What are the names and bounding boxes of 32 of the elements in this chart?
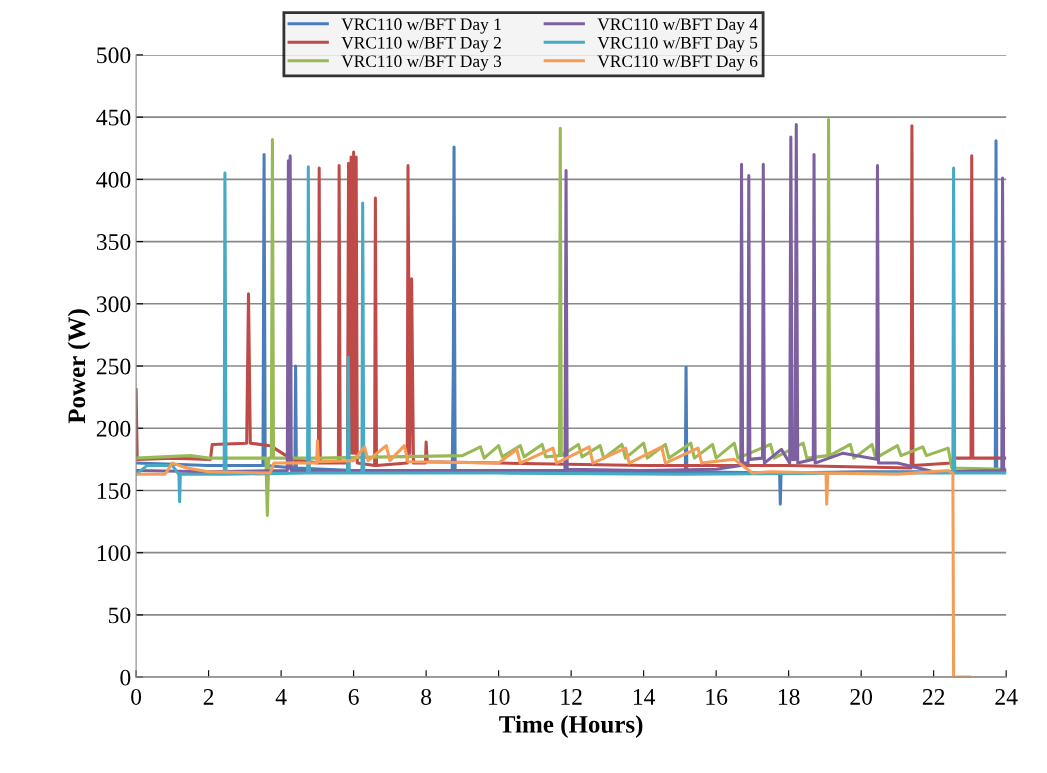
y-tick-label: 150 xyxy=(97,482,131,499)
x-tick-label: 14 xyxy=(633,689,656,705)
x-tick-label: 4 xyxy=(275,689,287,705)
y-tick-label: 250 xyxy=(96,358,131,375)
y-tick-label: 50 xyxy=(109,607,131,624)
legend-label: VRC110 w/BFT Day 5 xyxy=(597,36,758,53)
x-tick-label: 8 xyxy=(421,688,432,705)
legend-label: VRC110 w/BFT Day 4 xyxy=(597,18,758,34)
y-tick-label: 300 xyxy=(96,296,131,313)
x-tick-label: 16 xyxy=(706,689,728,705)
x-tick-label: 0 xyxy=(131,688,142,705)
y-axis-title: Power (W) xyxy=(67,309,91,424)
legend-label: VRC110 w/BFT Day 2 xyxy=(341,36,501,53)
x-tick-label: 12 xyxy=(561,689,582,705)
x-tick-label: 10 xyxy=(488,688,510,705)
x-tick-label: 18 xyxy=(778,688,800,705)
y-tick-label: 0 xyxy=(120,669,131,686)
x-tick-label: 6 xyxy=(348,689,359,705)
legend-label: VRC110 w/BFT Day 6 xyxy=(597,55,758,71)
x-tick-label: 22 xyxy=(922,689,945,705)
y-tick-label: 100 xyxy=(97,545,131,562)
legend-label: VRC110 w/BFT Day 1 xyxy=(341,18,501,34)
y-tick-label: 200 xyxy=(96,420,131,437)
y-tick-label: 400 xyxy=(96,171,131,188)
x-tick-label: 24 xyxy=(995,689,1018,705)
y-tick-label: 350 xyxy=(96,234,131,250)
y-tick-label: 450 xyxy=(96,109,131,126)
x-axis-title: Time (Hours) xyxy=(499,715,643,738)
legend-label: VRC110 w/BFT Day 3 xyxy=(341,55,502,71)
x-tick-label: 20 xyxy=(850,688,873,705)
x-tick-label: 2 xyxy=(203,689,214,705)
y-tick-label: 500 xyxy=(97,47,131,64)
